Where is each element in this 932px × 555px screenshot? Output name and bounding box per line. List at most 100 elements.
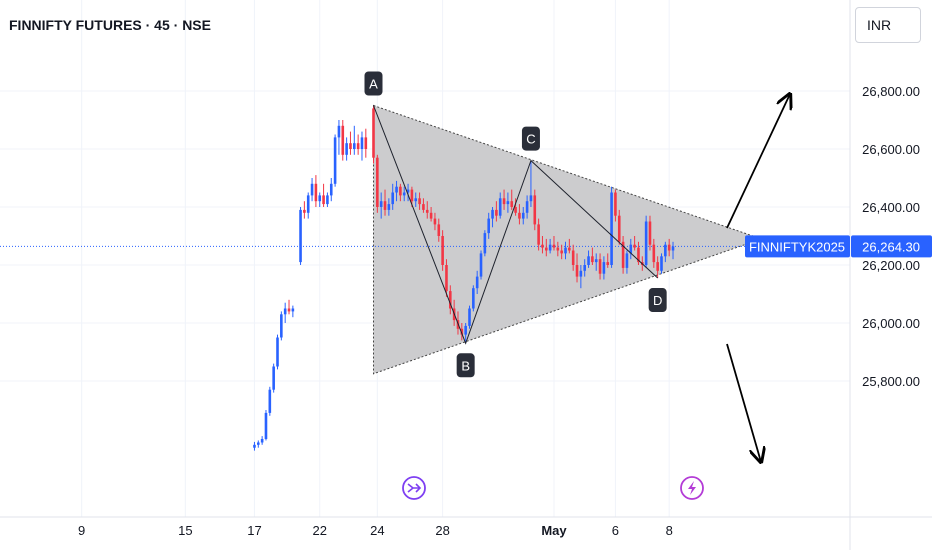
candle-body xyxy=(644,221,648,265)
candle-body xyxy=(264,412,268,439)
candle-body xyxy=(337,125,341,138)
candle xyxy=(329,178,333,202)
time-tick-label: 15 xyxy=(178,523,192,538)
time-tick-label: 9 xyxy=(78,523,85,538)
candle-body xyxy=(260,439,264,443)
candle xyxy=(475,270,479,294)
candle xyxy=(364,128,368,158)
up-arrow[interactable] xyxy=(726,94,790,229)
candle-body xyxy=(406,189,410,193)
candle xyxy=(537,218,540,251)
candle-body xyxy=(598,259,602,274)
candle xyxy=(349,131,352,155)
event-icons[interactable] xyxy=(402,476,704,500)
price-axis[interactable]: 26,800.00 26,600.00 26,400.00 26,200.00 26,0… xyxy=(862,84,920,389)
candle-body xyxy=(614,192,617,216)
candle xyxy=(387,198,391,216)
candle xyxy=(310,178,314,202)
candle xyxy=(637,241,640,265)
candle-body xyxy=(310,183,314,196)
current-price-tag: FINNIFTYK2025 26,264.30 xyxy=(745,235,932,258)
candle xyxy=(264,410,268,441)
candle-body xyxy=(299,209,302,263)
candle xyxy=(525,195,529,219)
candle xyxy=(414,192,418,207)
candle-body xyxy=(291,308,295,312)
time-tick-label: 8 xyxy=(666,523,673,538)
abcd-pattern[interactable] xyxy=(373,105,658,345)
candle-body xyxy=(629,244,633,254)
candle xyxy=(541,236,544,254)
candle xyxy=(253,441,256,451)
down-arrow[interactable] xyxy=(726,343,761,462)
symbol-tag-text: FINNIFTYK2025 xyxy=(749,239,845,254)
point-label-a[interactable]: A xyxy=(364,71,383,96)
candle xyxy=(291,305,295,318)
candle-body xyxy=(360,137,364,149)
candle-body xyxy=(491,209,494,219)
candle-body xyxy=(257,442,260,445)
abcd-line[interactable] xyxy=(373,105,658,345)
price-tag-text: 26,264.30 xyxy=(862,239,920,254)
candle-body xyxy=(391,192,394,205)
candle xyxy=(491,207,494,228)
candle xyxy=(468,305,471,329)
candle xyxy=(429,207,433,222)
candle-body xyxy=(541,244,544,248)
time-axis[interactable]: 791517222428May68 xyxy=(0,523,673,538)
triangle-area[interactable] xyxy=(373,104,763,375)
point-label-text: C xyxy=(526,132,535,147)
candle-body xyxy=(510,201,514,207)
candle-body xyxy=(345,143,348,155)
candle xyxy=(552,236,556,251)
lightning-icon[interactable] xyxy=(680,476,704,500)
split-icon[interactable] xyxy=(402,476,426,500)
candle-body xyxy=(660,256,663,271)
symbol-tag-bg xyxy=(745,235,850,258)
candle-body xyxy=(326,195,329,205)
currency-selector[interactable]: INR xyxy=(855,7,921,43)
candle xyxy=(606,253,610,268)
candle-body xyxy=(529,195,533,202)
projection-arrows[interactable] xyxy=(726,94,790,462)
candle xyxy=(610,186,613,268)
candle xyxy=(260,436,264,445)
candle xyxy=(418,192,421,210)
candle xyxy=(510,189,514,210)
candle-body xyxy=(472,288,475,309)
candle xyxy=(449,285,452,315)
candle-body xyxy=(280,314,283,338)
candle-body xyxy=(268,389,272,413)
candle-body xyxy=(525,201,529,213)
candle-body xyxy=(671,246,675,251)
candle xyxy=(591,247,594,265)
candle xyxy=(479,250,483,280)
point-label-c[interactable]: C xyxy=(521,126,540,151)
triangle-pattern[interactable] xyxy=(0,104,850,375)
candle xyxy=(602,256,606,280)
candle-body xyxy=(560,250,563,254)
candle-body xyxy=(414,198,418,202)
candle xyxy=(341,120,345,161)
candle-body xyxy=(318,195,322,202)
point-label-d[interactable]: D xyxy=(648,288,667,313)
point-labels[interactable]: A B C D xyxy=(364,71,667,378)
candle xyxy=(272,363,275,393)
candle-body xyxy=(495,209,498,216)
point-label-b[interactable]: B xyxy=(456,353,475,378)
candle xyxy=(399,183,402,202)
point-label-text: D xyxy=(653,293,662,308)
candle-body xyxy=(441,236,444,265)
candle-body xyxy=(587,256,590,265)
candle-body xyxy=(333,137,337,184)
candle-body xyxy=(314,183,318,202)
candle-body xyxy=(464,325,467,335)
candle-body xyxy=(387,204,391,210)
candle-body xyxy=(395,186,398,193)
candle-body xyxy=(648,221,652,245)
candle xyxy=(353,125,356,155)
candle xyxy=(533,189,537,231)
candle xyxy=(383,189,387,216)
